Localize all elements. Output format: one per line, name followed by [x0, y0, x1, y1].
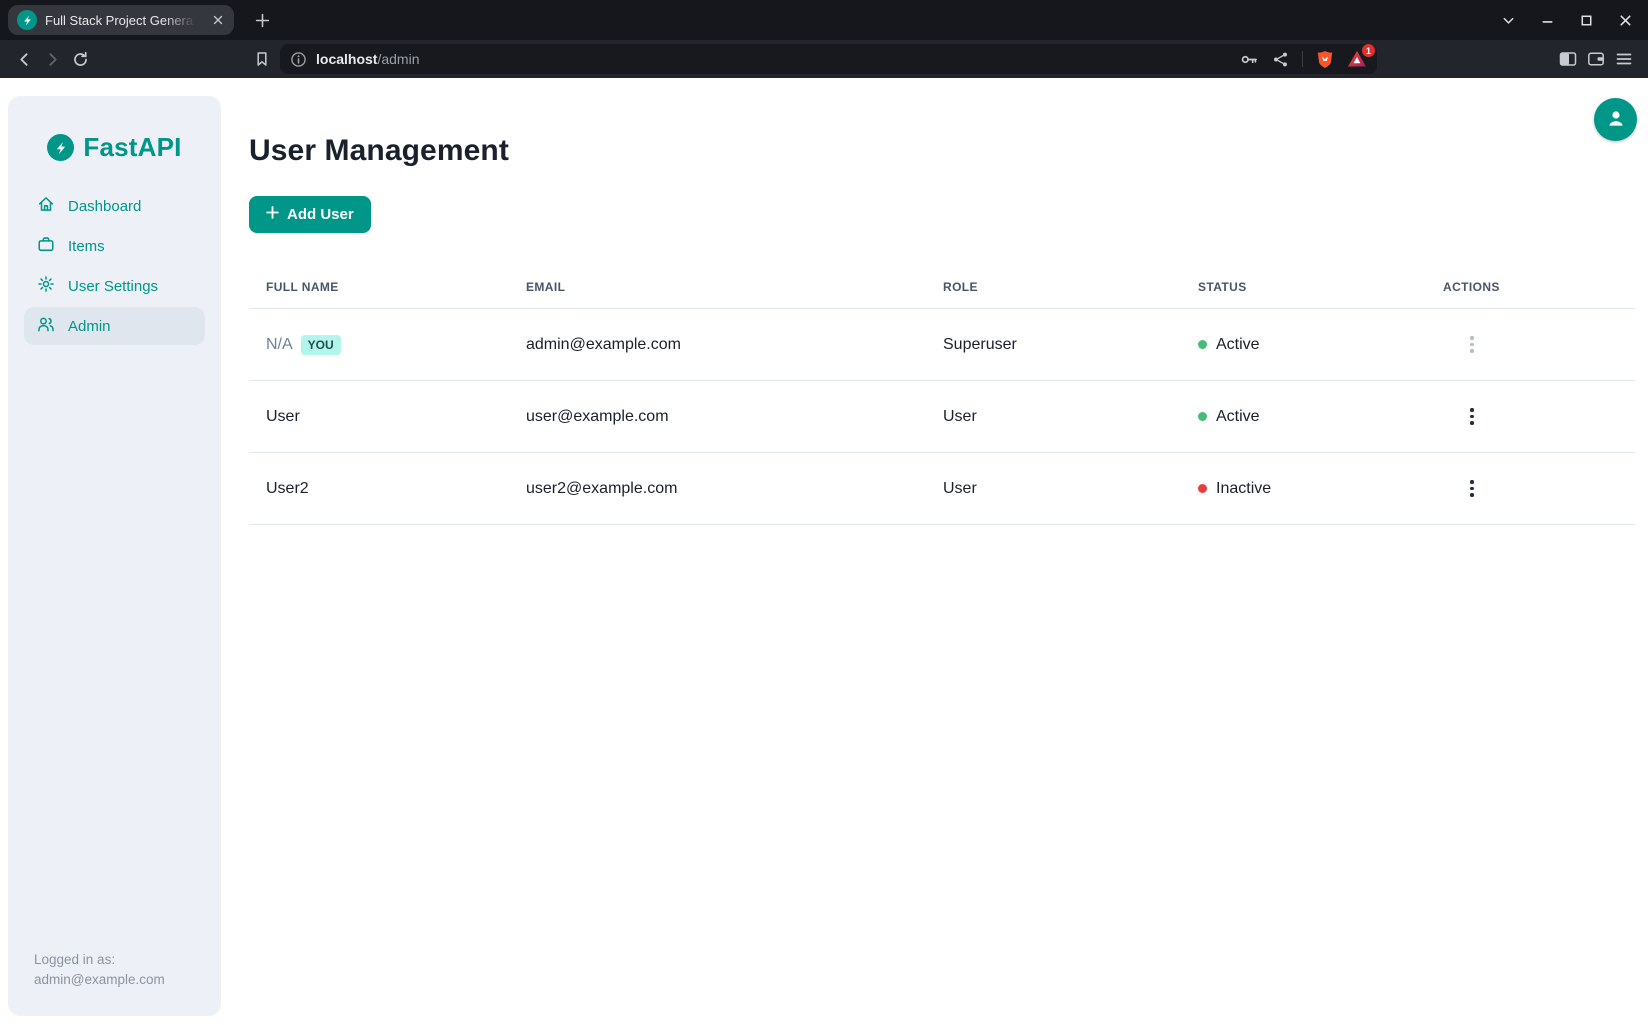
browser-tab[interactable]: Full Stack Project Genera: [8, 5, 234, 35]
kebab-menu-icon[interactable]: [1459, 330, 1485, 360]
sidebar: FastAPI Dashboard Items User Settings: [8, 96, 221, 1016]
sidebar-item-admin[interactable]: Admin: [24, 307, 205, 345]
url-bar[interactable]: localhost/admin 1: [280, 44, 1377, 74]
col-header-email: EMAIL: [526, 279, 566, 294]
table-row: User2 user2@example.com User Inactive: [249, 453, 1635, 525]
share-icon[interactable]: [1272, 51, 1289, 68]
status-dot: [1198, 412, 1207, 421]
sidebar-panel-icon[interactable]: [1554, 45, 1582, 73]
back-icon[interactable]: [10, 45, 38, 73]
cell-actions: [1443, 330, 1635, 360]
cell-actions: [1443, 474, 1635, 504]
user-menu-button[interactable]: [1594, 98, 1637, 141]
cell-role: User: [943, 407, 977, 425]
status-dot: [1198, 484, 1207, 493]
cell-email: user@example.com: [526, 407, 669, 425]
hamburger-menu-icon[interactable]: [1610, 45, 1638, 73]
sidebar-item-user-settings[interactable]: User Settings: [24, 267, 205, 305]
you-badge: YOU: [300, 334, 341, 355]
sidebar-footer: Logged in as: admin@example.com: [8, 950, 221, 1016]
forward-icon[interactable]: [38, 45, 66, 73]
cell-role: User: [943, 479, 977, 497]
add-user-button[interactable]: Add User: [249, 196, 371, 233]
sidebar-item-items[interactable]: Items: [24, 227, 205, 265]
status-label: Inactive: [1216, 479, 1272, 497]
sidebar-item-label: Admin: [68, 317, 111, 335]
table-row: N/A YOU admin@example.com Superuser Acti…: [249, 309, 1635, 381]
cell-actions: [1443, 402, 1635, 432]
briefcase-icon: [37, 235, 55, 257]
add-user-label: Add User: [287, 206, 354, 223]
status-label: Active: [1216, 407, 1260, 425]
kebab-menu-icon[interactable]: [1459, 402, 1485, 432]
url-text: localhost/admin: [316, 51, 420, 67]
col-header-actions: ACTIONS: [1443, 279, 1500, 294]
logged-in-email: admin@example.com: [34, 972, 165, 987]
main-content: User Management Add User FULL NAME EMAIL…: [221, 78, 1648, 1025]
chevron-down-icon[interactable]: [1493, 5, 1523, 35]
status-label: Active: [1216, 335, 1260, 353]
status-dot: [1198, 340, 1207, 349]
sidebar-nav: Dashboard Items User Settings Admin: [8, 187, 221, 345]
page-content: FastAPI Dashboard Items User Settings: [0, 78, 1648, 1025]
users-table: FULL NAME EMAIL ROLE STATUS ACTIONS N/A …: [249, 265, 1635, 525]
sidebar-item-dashboard[interactable]: Dashboard: [24, 187, 205, 225]
sidebar-item-label: Dashboard: [68, 197, 142, 215]
gear-icon: [37, 275, 55, 297]
brave-shield-icon[interactable]: [1316, 50, 1334, 69]
info-icon[interactable]: [290, 51, 307, 68]
sidebar-item-label: Items: [68, 237, 105, 255]
cell-email: user2@example.com: [526, 479, 678, 497]
reload-icon[interactable]: [66, 45, 94, 73]
col-header-full-name: FULL NAME: [266, 279, 339, 294]
cell-email: admin@example.com: [526, 335, 681, 353]
cell-full-name: User2: [266, 480, 526, 498]
col-header-role: ROLE: [943, 279, 978, 294]
cell-status: Active: [1198, 408, 1443, 426]
sidebar-item-label: User Settings: [68, 277, 159, 295]
cell-role: Superuser: [943, 335, 1017, 353]
browser-navbar: localhost/admin 1: [0, 40, 1648, 78]
tab-title: Full Stack Project Genera: [45, 12, 194, 28]
cell-full-name: N/A YOU: [266, 334, 526, 355]
home-icon: [37, 195, 55, 217]
brave-rewards-icon[interactable]: 1: [1347, 44, 1375, 68]
cell-status: Active: [1198, 336, 1443, 354]
key-icon[interactable]: [1240, 50, 1259, 69]
logged-in-label: Logged in as:: [34, 952, 116, 967]
fastapi-logo: FastAPI: [47, 132, 181, 163]
table-row: User user@example.com User Active: [249, 381, 1635, 453]
close-window-icon[interactable]: [1610, 5, 1640, 35]
divider: [1302, 51, 1303, 67]
table-header-row: FULL NAME EMAIL ROLE STATUS ACTIONS: [249, 265, 1635, 309]
cell-full-name: User: [266, 408, 526, 426]
close-icon[interactable]: [209, 11, 227, 29]
urlbar-right-icons: 1: [1240, 44, 1375, 69]
full-name-value: User2: [266, 479, 309, 497]
url-path: /admin: [377, 51, 420, 67]
window-controls: [1493, 0, 1640, 40]
user-avatar-icon: [1605, 107, 1627, 132]
fastapi-bolt-icon: [47, 134, 75, 161]
logo-text: FastAPI: [83, 132, 182, 162]
new-tab-plus-icon[interactable]: [248, 6, 276, 34]
full-name-value: N/A: [266, 335, 293, 353]
plus-icon: [266, 206, 279, 223]
minimize-icon[interactable]: [1532, 5, 1562, 35]
page-title: User Management: [249, 134, 509, 167]
bookmark-icon[interactable]: [248, 45, 276, 73]
wallet-icon[interactable]: [1582, 45, 1610, 73]
full-name-value: User: [266, 407, 300, 425]
kebab-menu-icon[interactable]: [1459, 474, 1485, 504]
users-icon: [37, 315, 55, 337]
maximize-icon[interactable]: [1571, 5, 1601, 35]
cell-status: Inactive: [1198, 480, 1443, 498]
rewards-badge: 1: [1362, 44, 1375, 57]
url-host: localhost: [316, 51, 378, 67]
fastapi-bolt-icon: [17, 10, 37, 30]
col-header-status: STATUS: [1198, 279, 1247, 294]
browser-tab-strip: Full Stack Project Genera: [0, 0, 1648, 40]
